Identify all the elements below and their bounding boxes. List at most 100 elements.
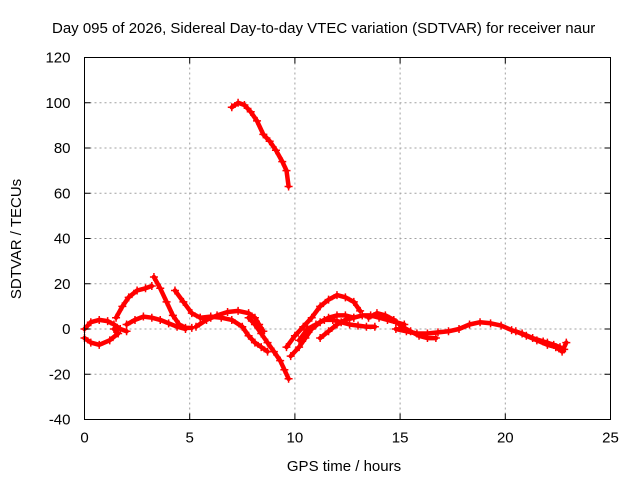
data-point-marker <box>217 313 226 322</box>
data-point-marker <box>238 322 247 331</box>
y-tick-label: 100 <box>45 95 70 112</box>
data-point-marker <box>303 325 312 333</box>
x-tick-label: 5 <box>186 430 194 447</box>
data-point-marker <box>381 311 390 320</box>
data-point-marker <box>358 311 367 320</box>
data-point-marker <box>173 322 182 331</box>
data-point-marker <box>284 374 293 383</box>
data-point-marker <box>181 325 190 333</box>
data-point-marker <box>122 320 131 329</box>
data-point-marker <box>86 338 95 347</box>
data-point-marker <box>271 146 280 155</box>
plot-frame <box>84 57 611 420</box>
y-tick-label: 60 <box>54 185 71 202</box>
data-point-marker <box>105 336 114 345</box>
data-point-marker <box>116 325 125 333</box>
data-point-marker <box>332 320 341 329</box>
series-arc-10 <box>229 100 291 189</box>
series-arc-18 <box>545 340 569 354</box>
data-point-marker <box>299 322 308 331</box>
x-tick-label: 10 <box>287 430 304 447</box>
data-point-marker <box>295 343 304 352</box>
data-point-marker <box>332 291 341 300</box>
data-point-marker <box>320 315 329 324</box>
data-point-marker <box>402 327 411 336</box>
data-point-marker <box>244 313 253 322</box>
data-point-marker <box>372 309 381 318</box>
data-point-marker <box>332 311 341 320</box>
data-point-marker <box>370 322 379 331</box>
series-arc-16 <box>393 319 563 350</box>
data-point-marker <box>476 318 485 327</box>
data-point-marker <box>284 182 293 191</box>
y-tick-label: 40 <box>54 231 71 248</box>
data-point-marker <box>240 101 249 110</box>
y-axis-label: SDTVAR / TECUs <box>8 179 25 299</box>
data-point-marker <box>354 321 363 330</box>
data-point-marker <box>389 315 398 324</box>
data-point-marker <box>168 311 177 320</box>
data-point-marker <box>257 343 266 352</box>
data-point-marker <box>341 315 350 324</box>
data-point-marker <box>257 329 266 338</box>
data-point-marker <box>349 313 358 322</box>
data-point-marker <box>141 284 150 293</box>
data-point-marker <box>391 325 400 333</box>
data-point-marker <box>206 312 215 321</box>
data-point-marker <box>265 137 274 146</box>
data-point-marker <box>551 343 560 352</box>
y-tick-label: 120 <box>45 50 70 67</box>
y-tick-label: -20 <box>49 366 71 383</box>
y-tick-label: 0 <box>62 321 70 338</box>
data-point-marker <box>133 286 142 295</box>
data-point-marker <box>362 322 371 331</box>
data-point-marker <box>522 331 531 340</box>
data-point-marker <box>497 321 506 330</box>
data-point-marker <box>328 315 337 324</box>
data-point-marker <box>95 315 104 324</box>
data-point-marker <box>455 325 464 333</box>
data-point-marker <box>192 322 201 331</box>
y-tick-label: 80 <box>54 140 71 157</box>
data-point-marker <box>295 336 304 345</box>
data-point-marker <box>269 347 278 356</box>
data-point-marker <box>412 329 421 338</box>
data-point-marker <box>532 336 541 345</box>
data-point-marker <box>558 347 567 356</box>
data-point-marker <box>114 329 123 338</box>
data-point-marker <box>286 352 295 361</box>
data-point-marker <box>259 130 268 139</box>
data-point-marker <box>253 116 262 125</box>
data-point-marker <box>223 308 232 317</box>
data-point-marker <box>227 315 236 324</box>
data-point-marker <box>307 313 316 322</box>
data-point-marker <box>444 327 453 336</box>
data-series <box>80 98 571 383</box>
data-point-marker <box>147 313 156 322</box>
x-tick-label: 15 <box>392 430 409 447</box>
data-point-marker <box>290 331 299 340</box>
data-point-marker <box>278 157 287 166</box>
data-point-marker <box>187 309 196 318</box>
data-point-marker <box>246 107 255 116</box>
data-point-marker <box>276 356 285 365</box>
data-point-marker <box>433 328 442 337</box>
data-point-marker <box>164 319 173 328</box>
data-point-marker <box>486 319 495 328</box>
data-point-marker <box>139 312 148 321</box>
data-point-marker <box>341 293 350 302</box>
data-point-marker <box>122 327 131 336</box>
data-point-marker <box>324 295 333 304</box>
y-tick-label: -40 <box>49 412 71 429</box>
data-point-marker <box>234 98 243 107</box>
data-point-marker <box>156 284 165 293</box>
data-point-marker <box>130 315 139 324</box>
data-point-marker <box>431 334 440 343</box>
data-point-marker <box>316 334 325 343</box>
data-point-marker <box>250 320 259 329</box>
data-point-marker <box>244 331 253 340</box>
data-point-marker <box>511 327 520 336</box>
grid <box>84 57 611 420</box>
data-point-marker <box>465 320 474 329</box>
